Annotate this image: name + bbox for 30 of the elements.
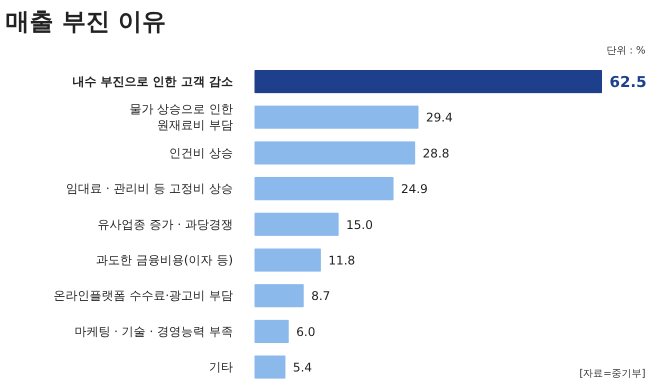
bar [254,177,394,200]
data-label: 8.7 [311,289,330,304]
bar [254,212,339,236]
data-label: 28.8 [422,146,450,160]
data-label: 15.0 [346,218,373,232]
chart-title: 매출 부진 이유 [6,8,166,36]
bar [254,356,286,379]
text: 단위 : % [606,46,646,57]
bar [254,284,304,308]
y-tick-label: 인건비 상승 [169,146,234,160]
bar [254,106,418,129]
y-tick-label: 온라인플랫폼 수수료·광고비 부담 [54,288,234,303]
data-label: 62.5 [610,73,647,92]
y-tick-label: 물가 상승으로 인한 원재료비 부담 [129,102,234,132]
data-label: 11.8 [328,254,356,268]
bar [254,320,289,343]
bar [254,248,321,272]
y-tick-label: 과도한 금융비용(이자 등) [96,253,234,268]
data-label: 5.4 [292,360,312,375]
y-tick-label: 유사업종 증가 · 과당경쟁 [98,217,234,232]
y-tick-label: 기타 [208,360,233,374]
y-tick-label: 임대료 · 관리비 등 고정비 상승 [66,182,233,196]
data-label: 29.4 [426,110,453,125]
data-label: 24.9 [401,182,428,196]
annotation: [자료=중기부] [579,368,646,380]
data-label: 6.0 [296,324,316,339]
y-tick-label: 마케팅 · 기술 · 경영능력 부족 [74,324,233,338]
y-tick-label: 내수 부진으로 인한 고객 감소 [72,74,234,89]
bar [254,70,602,94]
bar [254,141,416,164]
